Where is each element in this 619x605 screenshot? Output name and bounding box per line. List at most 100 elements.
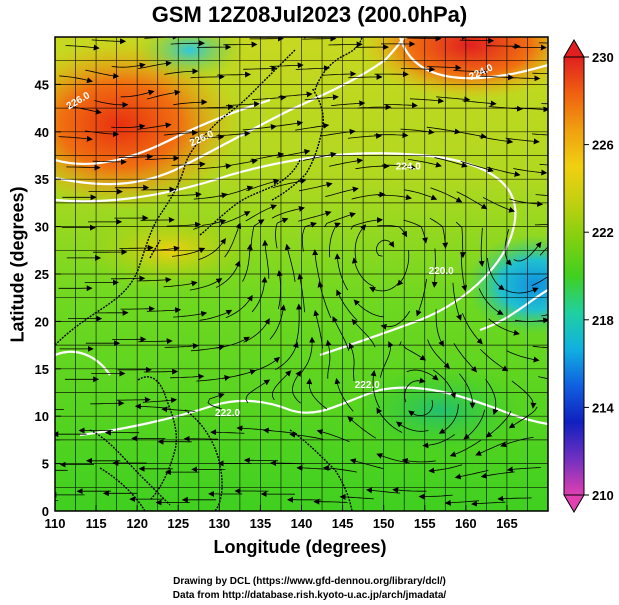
x-tick-label: 165: [496, 516, 518, 531]
streamline: [486, 43, 521, 50]
y-tick-label: 45: [35, 77, 49, 92]
streamline: [143, 368, 179, 375]
streamline: [111, 62, 146, 69]
streamline: [170, 373, 205, 380]
streamline: [506, 75, 541, 82]
streamline: [284, 243, 296, 282]
colorbar-tick-label: 214: [592, 400, 614, 415]
streamline: [486, 166, 521, 177]
y-tick-label: 5: [42, 457, 49, 472]
x-tick-label: 110: [45, 516, 66, 531]
y-tick-label: 10: [35, 409, 49, 424]
streamline: [220, 185, 254, 197]
streamline: [347, 132, 383, 139]
streamline: [513, 168, 548, 176]
streamline: [348, 73, 383, 80]
streamline: [395, 421, 429, 432]
streamline: [142, 397, 177, 404]
streamline: [347, 416, 377, 439]
streamlines: [55, 37, 548, 507]
streamline: [471, 500, 506, 507]
y-tick-label: 30: [35, 220, 49, 235]
streamline: [190, 73, 225, 80]
streamline: [434, 157, 468, 168]
streamline: [436, 96, 471, 103]
streamline: [480, 471, 515, 479]
y-tick-label: 40: [35, 125, 49, 140]
streamline: [538, 376, 548, 380]
streamline: [432, 369, 457, 399]
streamline: [351, 257, 375, 287]
streamline: [351, 318, 376, 348]
streamline: [92, 158, 127, 165]
streamline: [146, 307, 182, 314]
streamline: [210, 429, 245, 436]
colorbar-bottom-cap: [563, 494, 585, 513]
streamline: [138, 338, 173, 345]
streamline: [304, 94, 339, 101]
streamline: [145, 155, 180, 162]
y-tick-label: 35: [35, 172, 49, 187]
streamline: [216, 130, 251, 137]
streamline: [298, 210, 332, 222]
streamline: [225, 294, 253, 319]
streamline: [380, 310, 411, 330]
x-axis-label: Longitude (degrees): [213, 537, 387, 557]
streamline: [271, 205, 305, 219]
y-axis-label: Latitude (degrees): [7, 186, 28, 343]
streamline: [324, 212, 356, 228]
streamline: [431, 248, 438, 288]
streamline: [531, 276, 548, 286]
streamline: [541, 314, 548, 317]
streamline: [513, 241, 542, 262]
streamline: [334, 253, 349, 291]
streamline: [325, 186, 359, 197]
streamline: [190, 134, 225, 141]
streamline: [376, 239, 395, 257]
x-tick-label: 130: [208, 516, 230, 531]
streamline: [511, 380, 537, 409]
streamline: [452, 282, 462, 321]
streamline: [252, 94, 287, 101]
streamline: [409, 97, 445, 104]
streamline: [146, 37, 153, 39]
streamline: [224, 222, 242, 258]
streamline: [355, 163, 390, 170]
streamline: [223, 158, 258, 167]
gridlines: [55, 37, 548, 511]
streamline: [291, 370, 302, 404]
x-tick-label: 115: [86, 516, 107, 531]
streamline: [438, 404, 459, 434]
streamline: [297, 273, 306, 313]
streamline: [276, 149, 311, 158]
y-axis: 0 5 10 15 20 25 30 35 40 45: [35, 77, 61, 519]
streamline: [370, 370, 380, 409]
streamline: [348, 342, 355, 382]
streamline: [137, 276, 172, 283]
streamline: [313, 498, 348, 505]
y-tick-label: 15: [35, 362, 49, 377]
streamline: [449, 439, 482, 457]
streamline: [482, 197, 516, 213]
colorbar-body: [563, 56, 585, 496]
streamline: [478, 288, 504, 315]
contour-label: 224.0: [396, 162, 421, 173]
streamline: [422, 434, 455, 449]
x-tick-label: 120: [126, 516, 148, 531]
contour-label: 220.0: [429, 266, 454, 277]
x-tick-label: 140: [291, 516, 313, 531]
streamline: [329, 157, 364, 167]
streamline: [353, 299, 384, 318]
streamline: [454, 470, 489, 480]
streamline: [381, 164, 416, 170]
streamline: [207, 392, 225, 410]
streamline: [312, 249, 322, 288]
streamline: [506, 466, 542, 473]
streamline: [193, 192, 228, 200]
x-tick-label: 155: [414, 516, 436, 531]
streamline: [383, 102, 418, 109]
streamline: [377, 225, 408, 238]
streamline: [531, 133, 548, 136]
streamline: [505, 137, 540, 145]
